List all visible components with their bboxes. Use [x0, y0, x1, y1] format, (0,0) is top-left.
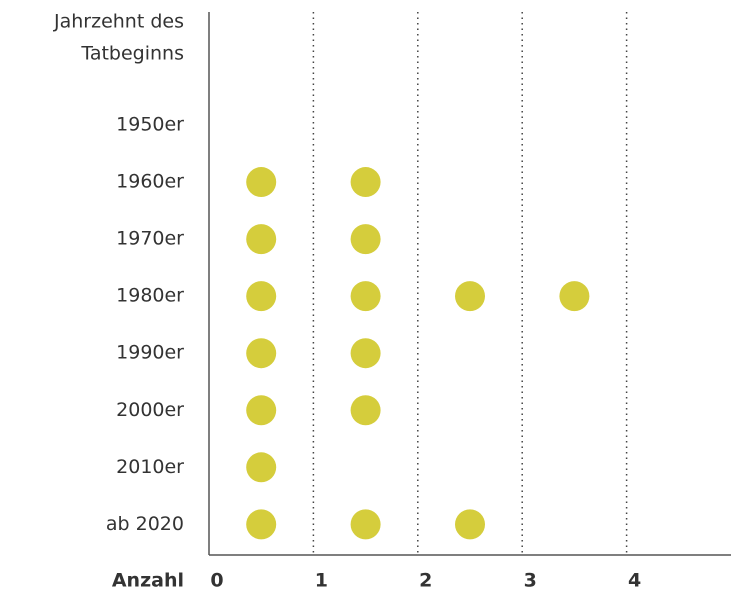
dot [246, 509, 277, 540]
y-tick-label: 1990er [116, 342, 184, 364]
x-tick-label: 2 [419, 570, 432, 592]
dot [350, 395, 381, 426]
y-tick-label: 1960er [116, 171, 184, 193]
dot [350, 338, 381, 369]
dot [350, 281, 381, 312]
dot [246, 338, 277, 369]
y-axis-label: Jahrzehnt des [53, 11, 184, 33]
y-tick-label: 1980er [116, 285, 184, 307]
x-tick-label: 3 [524, 570, 537, 592]
x-tick-label: 0 [210, 570, 223, 592]
x-tick-label: 4 [628, 570, 641, 592]
dot [246, 395, 277, 426]
y-tick-label: 1950er [116, 114, 184, 136]
dot [350, 509, 381, 540]
dot [246, 281, 277, 312]
y-tick-label: 2000er [116, 399, 184, 421]
dot [559, 281, 590, 312]
dot [350, 224, 381, 255]
dot [246, 452, 277, 483]
dot [246, 167, 277, 198]
y-tick-label: ab 2020 [106, 513, 184, 535]
dot [350, 167, 381, 198]
y-axis-label: Tatbeginns [80, 43, 184, 65]
y-tick-label: 1970er [116, 228, 184, 250]
y-tick-label: 2010er [116, 456, 184, 478]
x-tick-label: 1 [315, 570, 328, 592]
x-axis-label: Anzahl [112, 570, 184, 592]
dot [455, 509, 485, 540]
dot [246, 224, 277, 255]
dot [455, 281, 485, 312]
